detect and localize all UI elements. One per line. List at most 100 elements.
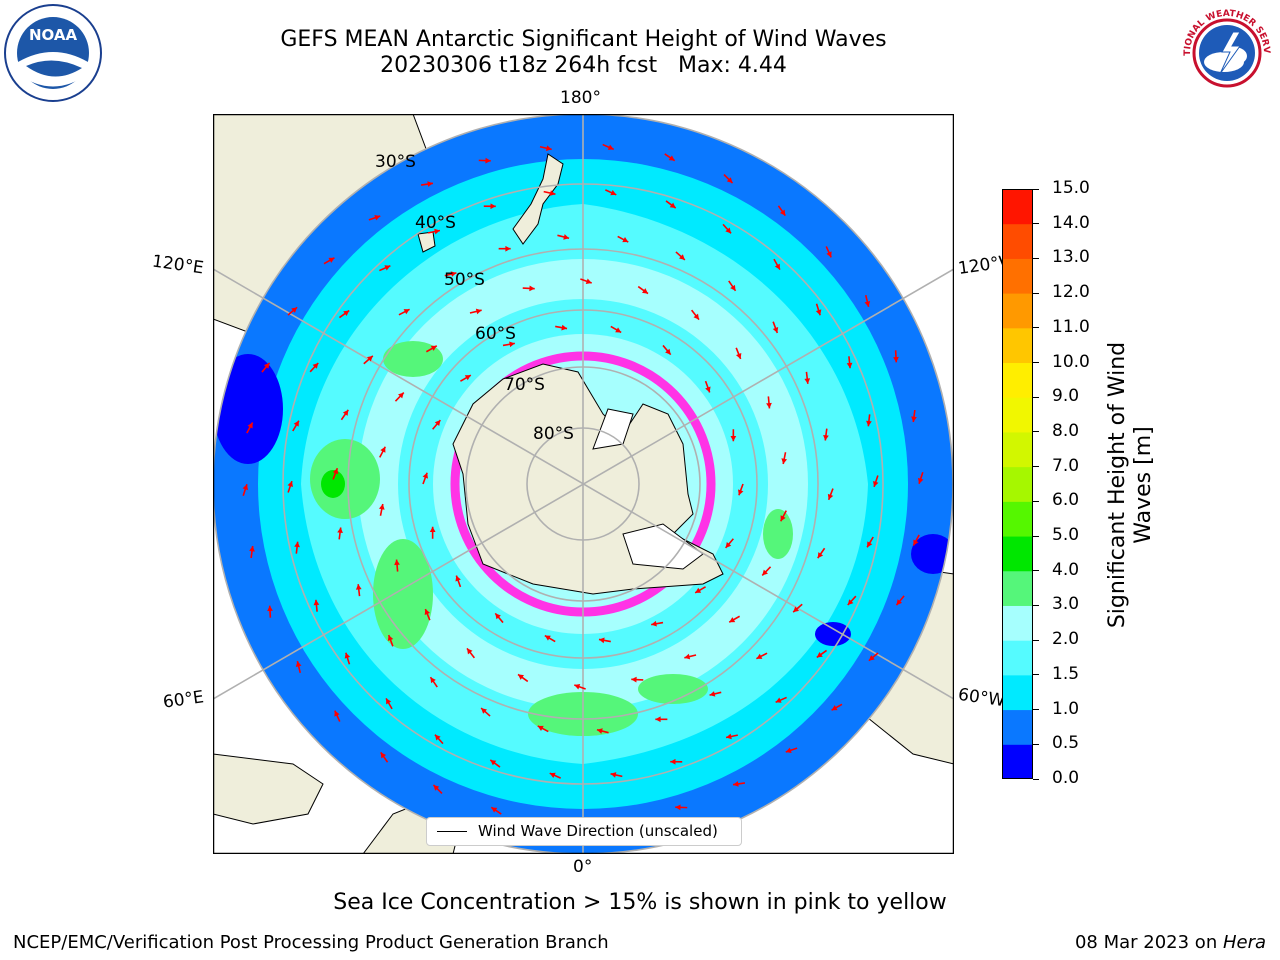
wave-direction-arrowhead [585,278,592,284]
colorbar-tick-label: 5.0 [1052,525,1080,546]
wave-direction-arrowhead [651,620,657,627]
wave-direction-arrowhead [642,288,648,294]
wave-direction-arrowhead [505,245,511,252]
wave-direction-arrowhead [631,676,637,683]
wave-direction-arrowhead [866,420,872,427]
wave-direction-arrowhead [374,214,381,221]
wave-direction-arrowhead [831,705,838,711]
wave-direction-arrowhead [737,489,744,496]
wave-direction-arrowhead [693,313,699,320]
wave-direction-arrowhead [450,271,457,277]
colorbar-segment [1002,223,1033,259]
colorbar-tick-label: 2.0 [1052,629,1080,650]
wave-direction-arrowhead [537,725,544,731]
legend-label: Wind Wave Direction (unscaled) [478,822,718,840]
wave-direction-arrowhead [826,251,832,258]
wave-direction-arrowhead [267,605,273,612]
wave-direction-arrowhead [485,157,491,164]
colorbar-segment [1002,466,1033,502]
lon-label-180: 180° [560,88,601,108]
wave-direction-arrowhead [490,759,497,766]
wave-direction-arrowhead [491,807,498,813]
colorbar-tick-label: 12.0 [1052,282,1090,303]
wave-direction-arrowhead [380,446,386,453]
wave-direction-arrowhead [294,541,300,548]
wave-direction-arrowhead [434,228,440,235]
wave-direction-arrowhead [427,181,433,187]
wave-direction-arrowhead [684,653,691,660]
wave-direction-arrowhead [384,265,391,271]
wave-direction-arrowhead [398,392,404,399]
wave-direction-arrowhead [287,481,293,488]
wave-direction-arrowhead [598,637,605,644]
colorbar-segment [1002,327,1033,364]
wave-direction-arrowhead [823,434,829,441]
colorbar-segment [1002,397,1033,433]
map-panel [212,113,955,855]
colorbar-tick-label: 0.5 [1052,733,1080,754]
wave-direction-arrowhead [736,352,742,359]
wave-direction-arrowhead [394,559,400,566]
wave-direction-arrowhead [896,599,903,606]
wave-direction-arrowhead [518,674,524,680]
map-title-line1: GEFS MEAN Antarctic Significant Height o… [280,27,887,52]
wave-direction-arrowhead [917,477,924,484]
wave-direction-arrowhead [655,716,661,723]
wave-direction-arrowhead [561,324,568,331]
wave-direction-arrowhead [434,420,441,426]
wave-direction-arrowhead [726,733,732,740]
noaa-logo: NOAA [4,4,102,102]
wave-direction-arrowhead [868,655,875,661]
wave-direction-arrowhead [263,362,270,369]
colorbar-tick-mark [1033,257,1039,259]
wave-direction-arrowhead [779,209,786,216]
colorbar-tick-label: 1.0 [1052,698,1080,719]
lon-label-60e: 60°E [161,687,206,713]
colorbar-tick-mark [1033,604,1039,606]
wave-direction-arrowhead [827,493,834,500]
wave-direction-arrowhead [291,307,298,313]
colorbar-segment [1002,362,1033,398]
colorbar-label-line1: Significant Height of Wind [1105,341,1130,629]
wave-direction-arrowhead [343,310,350,316]
wave-direction-arrowhead [607,144,614,150]
colorbar-segment [1002,293,1033,329]
wave-direction-arrowhead [669,202,676,209]
land-africa [213,753,324,825]
wave-direction-arrowhead [481,708,487,714]
colorbar-tick-label: 1.5 [1052,663,1080,684]
wave-direction-arrowhead [815,309,822,316]
wave-direction-arrowhead [695,587,702,593]
wave-direction-arrowhead [725,227,732,234]
wave-direction-arrowhead [549,772,556,778]
wave-direction-arrowhead [816,652,823,658]
colorbar-tick-mark [1033,535,1039,537]
wave-direction-arrowhead [424,609,430,616]
wave-direction-arrowhead [670,758,676,765]
lat-label-50s: 50°S [444,270,485,290]
colorbar-label-line2: Waves [m] [1131,426,1156,544]
footer-date: 08 Mar 2023 on [1074,932,1223,953]
colorbar-segment [1002,674,1033,711]
wave-direction-arrowhead [610,772,617,778]
wave-direction-arrowhead [596,728,603,734]
wave-direction-arrowhead [793,606,800,613]
wave-direction-arrowhead [433,784,440,791]
wave-direction-arrowhead [913,539,919,546]
wave-direction-arrowhead [730,284,736,291]
wave-direction-arrowhead [464,375,471,381]
wave-direction-arrowhead [313,599,320,606]
colorbar-tick-label: 15.0 [1052,178,1090,198]
wave-direction-arrowhead [430,345,437,351]
wave-direction-arrowhead [242,484,249,491]
wave-direction-arrowhead [733,781,739,787]
wave-direction-arrowhead [422,472,429,479]
wave-direction-arrowhead [893,356,899,363]
colorbar-tick-mark [1033,396,1039,398]
wave-direction-arrowhead [247,422,253,429]
wave-direction-arrowhead [725,542,732,548]
map-title-line2: 20230306 t18z 264h fcst Max: 4.44 [380,53,787,78]
wave-direction-arrowhead [334,710,340,717]
wave-direction-arrowhead [610,190,617,196]
nws-logo: NATIONAL WEATHER SERVICE [1174,0,1276,102]
